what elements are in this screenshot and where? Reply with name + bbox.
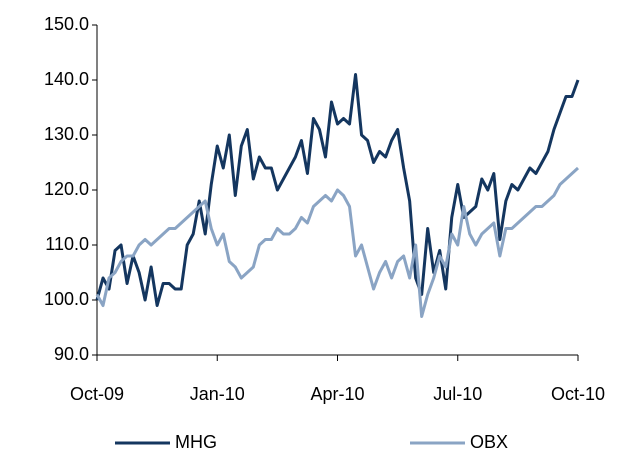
y-tick-label: 100.0: [44, 289, 89, 309]
y-tick-label: 120.0: [44, 179, 89, 199]
x-tick-label: Oct-09: [70, 384, 124, 404]
legend-label: MHG: [175, 432, 217, 452]
y-tick-label: 110.0: [45, 234, 89, 254]
y-tick-label: 150.0: [44, 14, 89, 34]
line-series: [95, 73, 580, 307]
x-tick-label: Jan-10: [190, 384, 245, 404]
y-tick-label: 140.0: [44, 69, 89, 89]
y-tick-label: 90.0: [54, 344, 89, 364]
x-tick-label: Oct-10: [551, 384, 605, 404]
y-tick-label: 130.0: [44, 124, 89, 144]
x-tick-label: Apr-10: [310, 384, 364, 404]
x-tick-label: Jul-10: [433, 384, 482, 404]
legend-label: OBX: [470, 432, 508, 452]
line-series: [95, 166, 580, 318]
